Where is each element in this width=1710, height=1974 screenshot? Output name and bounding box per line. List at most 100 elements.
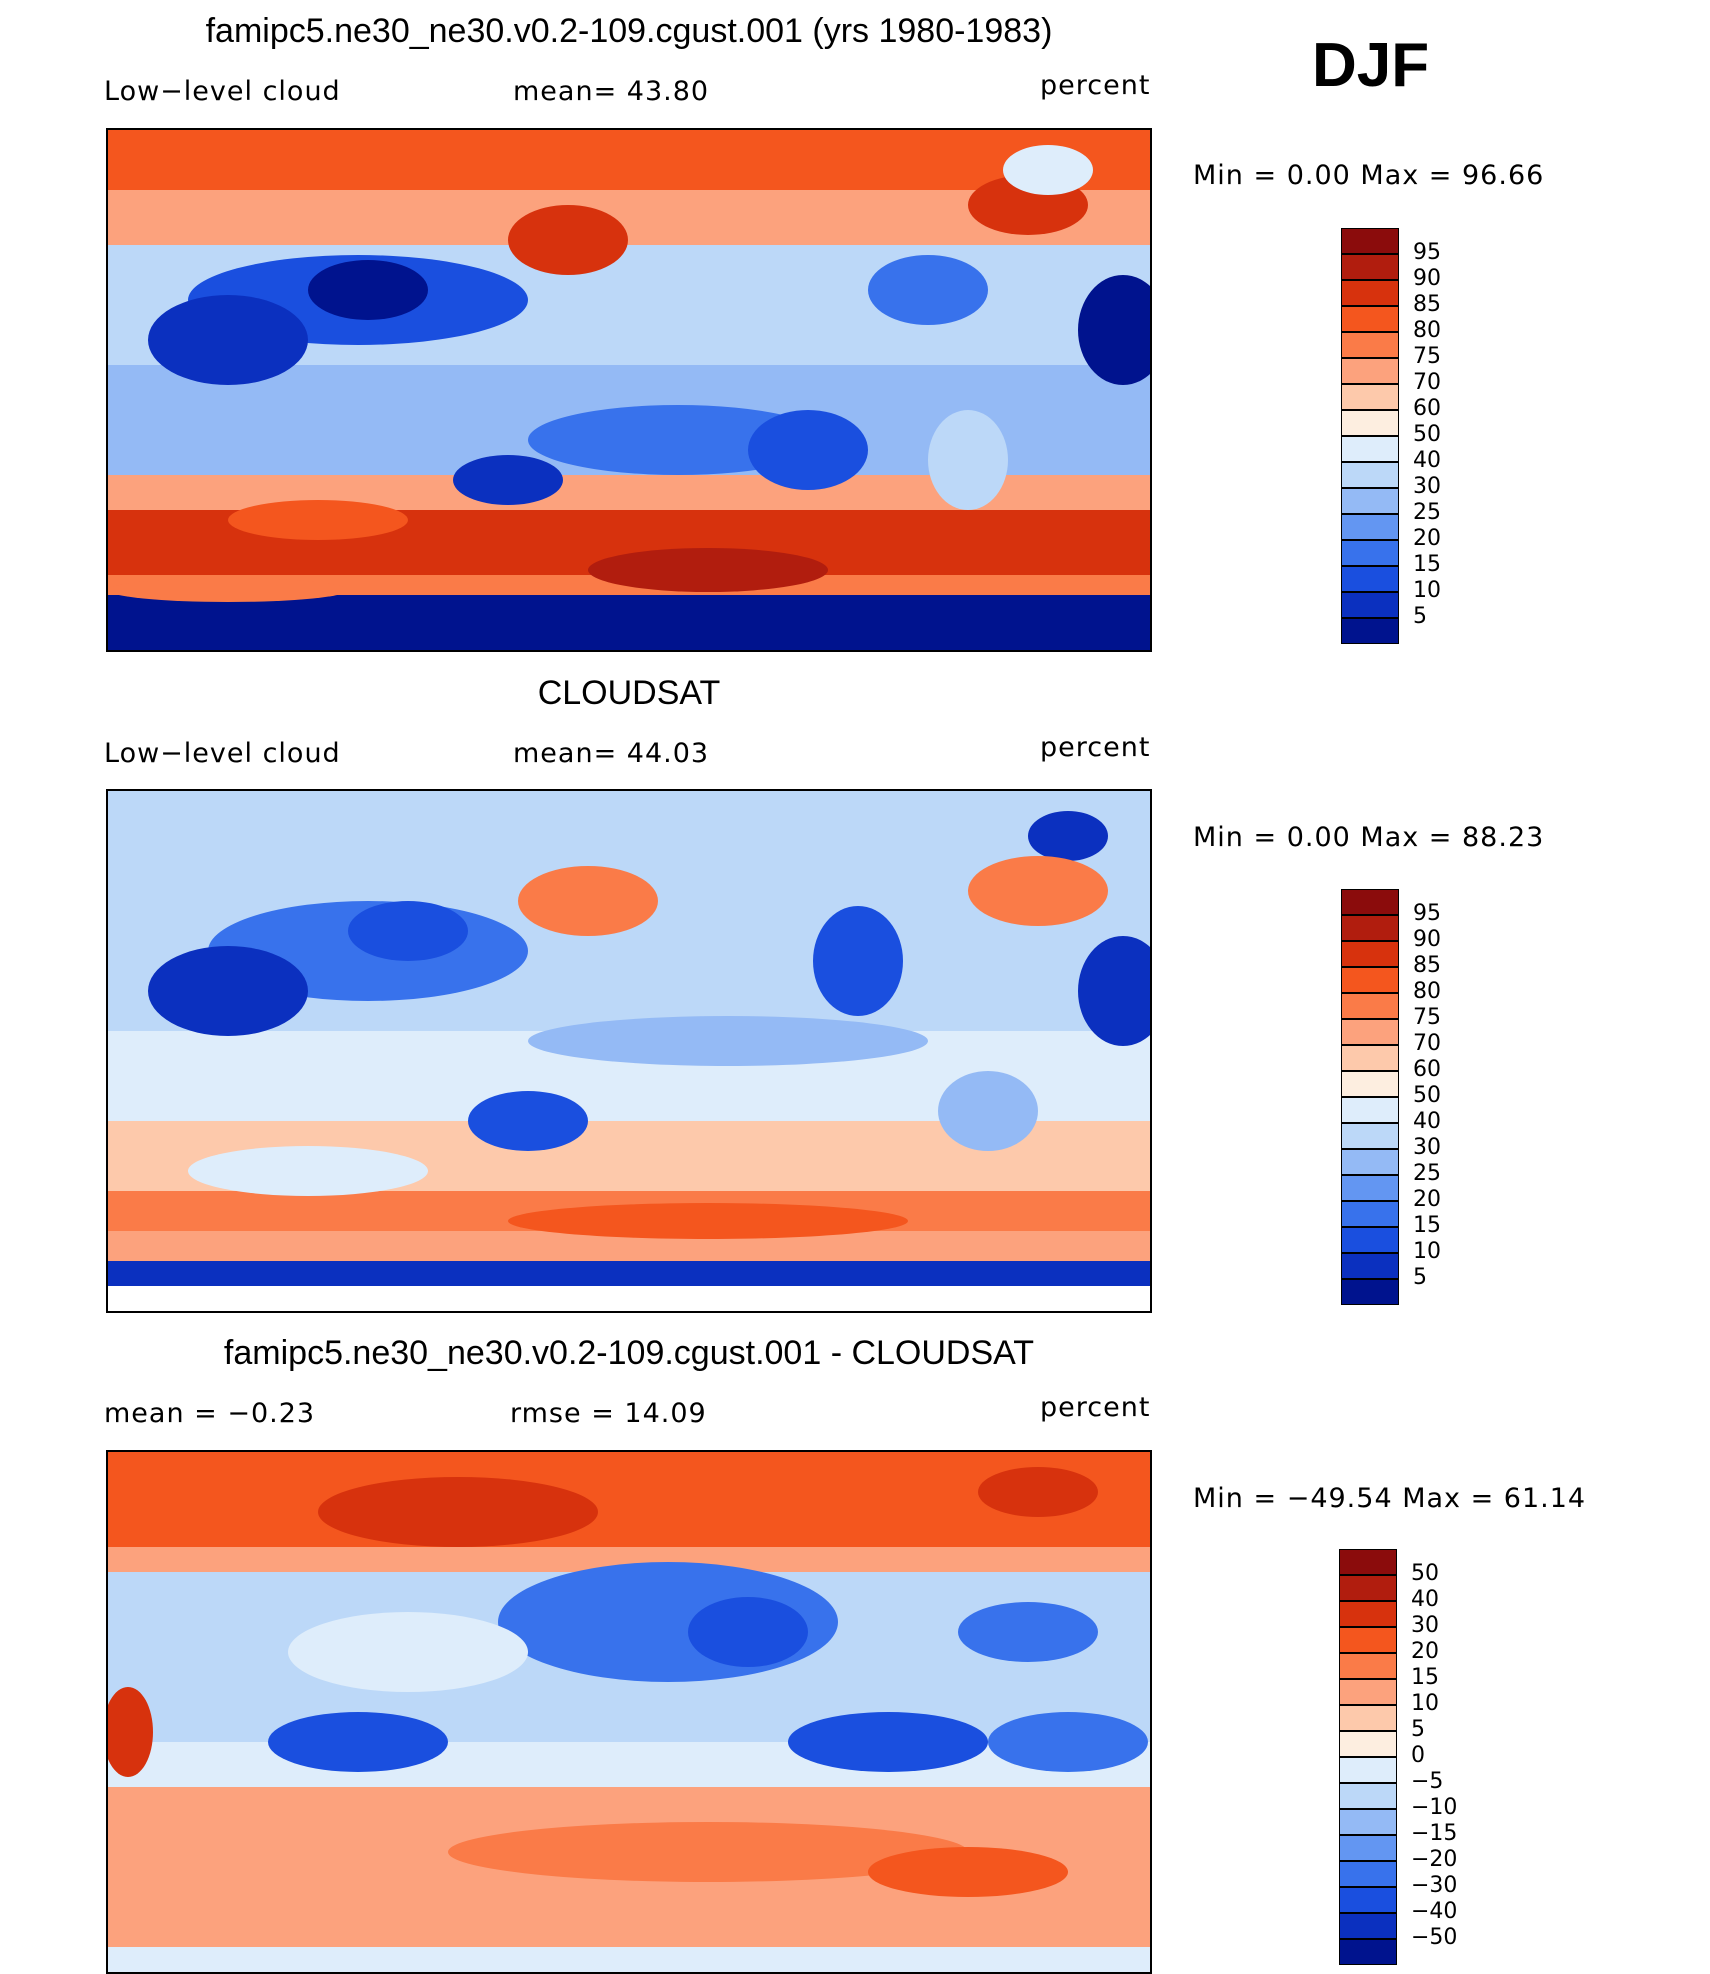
colorbar-swatch (1341, 410, 1399, 436)
colorbar-label: 80 (1413, 318, 1441, 343)
colorbar-swatch (1339, 1627, 1397, 1653)
colorbar-swatch (1341, 358, 1399, 384)
units-label: percent (1040, 1392, 1151, 1423)
colorbar-swatch (1341, 514, 1399, 540)
colorbar-label: 85 (1413, 953, 1441, 978)
colorbar-swatch (1341, 889, 1399, 915)
colorbar-swatch (1339, 1731, 1397, 1757)
colorbar-label: 30 (1411, 1613, 1439, 1638)
colorbar-swatch (1339, 1679, 1397, 1705)
season-label: DJF (1312, 31, 1430, 100)
colorbar-label: −20 (1411, 1847, 1458, 1872)
mean-label: mean= 44.03 (513, 738, 710, 769)
colorbar-swatch (1339, 1835, 1397, 1861)
colorbar-label: 60 (1413, 396, 1441, 421)
colorbar-swatch (1339, 1939, 1397, 1965)
colorbar-swatch (1339, 1757, 1397, 1783)
colorbar-label: 60 (1413, 1057, 1441, 1082)
units-label: percent (1040, 70, 1151, 101)
colorbar-label: 15 (1413, 552, 1441, 577)
colorbar-label: 75 (1413, 1005, 1441, 1030)
colorbar-swatch (1341, 254, 1399, 280)
colorbar-swatch (1341, 488, 1399, 514)
min-max-label: Min = −49.54 Max = 61.14 (1193, 1483, 1587, 1514)
colorbar-label: 5 (1413, 604, 1427, 629)
colorbar-label: 25 (1413, 500, 1441, 525)
colorbar-label: 75 (1413, 344, 1441, 369)
colorbar-swatch (1341, 384, 1399, 410)
colorbar-swatch (1339, 1575, 1397, 1601)
colorbar-label: −15 (1411, 1821, 1458, 1846)
colorbar-label: 80 (1413, 979, 1441, 1004)
colorbar-label: 70 (1413, 370, 1441, 395)
colorbar-swatch (1339, 1783, 1397, 1809)
colorbar-swatch (1341, 1201, 1399, 1227)
colorbar-swatch (1339, 1653, 1397, 1679)
colorbar-label: 15 (1411, 1665, 1439, 1690)
colorbar-swatch (1339, 1705, 1397, 1731)
colorbar-label: 40 (1411, 1587, 1439, 1612)
rmse-label: rmse = 14.09 (510, 1398, 707, 1429)
colorbar-swatch (1341, 1175, 1399, 1201)
colorbar-swatch (1341, 941, 1399, 967)
colorbar-swatch (1339, 1913, 1397, 1939)
colorbar-label: 10 (1413, 578, 1441, 603)
colorbar-swatch (1341, 1071, 1399, 1097)
min-max-label: Min = 0.00 Max = 88.23 (1193, 822, 1545, 853)
colorbar-swatch (1341, 228, 1399, 254)
colorbar-label: 10 (1413, 1239, 1441, 1264)
colorbar-label: 5 (1411, 1717, 1425, 1742)
colorbar-label: 90 (1413, 266, 1441, 291)
colorbar-swatch (1341, 436, 1399, 462)
colorbar-swatch (1341, 1253, 1399, 1279)
colorbar-label: 90 (1413, 927, 1441, 952)
colorbar-swatch (1341, 1149, 1399, 1175)
colorbar-swatch (1341, 332, 1399, 358)
colorbar-label: 85 (1413, 292, 1441, 317)
colorbar-swatch (1339, 1601, 1397, 1627)
colorbar-swatch (1341, 280, 1399, 306)
colorbar-swatch (1341, 1279, 1399, 1305)
colorbar-label: 50 (1411, 1561, 1439, 1586)
colorbar-label: −50 (1411, 1925, 1458, 1950)
panel-title: famipc5.ne30_ne30.v0.2-109.cgust.001 (yr… (205, 12, 1053, 50)
colorbar-swatch (1341, 1227, 1399, 1253)
panel-title: CLOUDSAT (537, 674, 721, 712)
colorbar-label: 70 (1413, 1031, 1441, 1056)
colorbar-swatch (1341, 1045, 1399, 1071)
colorbar-label: 10 (1411, 1691, 1439, 1716)
colorbar-label: 40 (1413, 1109, 1441, 1134)
colorbar-swatch (1339, 1809, 1397, 1835)
colorbar-swatch (1341, 306, 1399, 332)
colorbar-swatch (1339, 1549, 1397, 1575)
colorbar-label: −10 (1411, 1795, 1458, 1820)
mean-label: mean = −0.23 (104, 1398, 316, 1429)
mean-label: mean= 43.80 (513, 76, 710, 107)
colorbar-swatch (1341, 540, 1399, 566)
colorbar-label: 20 (1411, 1639, 1439, 1664)
colorbar-label: 95 (1413, 240, 1441, 265)
colorbar-swatch (1341, 915, 1399, 941)
colorbar-label: 40 (1413, 448, 1441, 473)
colorbar-label: 50 (1413, 422, 1441, 447)
colorbar-swatch (1339, 1887, 1397, 1913)
colorbar-swatch (1341, 1097, 1399, 1123)
colorbar-swatch (1341, 993, 1399, 1019)
variable-label: Low−level cloud (104, 738, 341, 769)
colorbar-swatch (1341, 1123, 1399, 1149)
colorbar-label: 0 (1411, 1743, 1425, 1768)
colorbar-swatch (1341, 462, 1399, 488)
colorbar-label: 5 (1413, 1265, 1427, 1290)
panel-title: famipc5.ne30_ne30.v0.2-109.cgust.001 - C… (223, 1334, 1035, 1372)
colorbar-swatch (1341, 618, 1399, 644)
colorbar-label: 95 (1413, 901, 1441, 926)
colorbar-label: 50 (1413, 1083, 1441, 1108)
colorbar-swatch (1341, 967, 1399, 993)
colorbar-label: 15 (1413, 1213, 1441, 1238)
units-label: percent (1040, 732, 1151, 763)
colorbar-label: 20 (1413, 1187, 1441, 1212)
colorbar-label: 20 (1413, 526, 1441, 551)
colorbar-label: 30 (1413, 1135, 1441, 1160)
colorbar-label: −30 (1411, 1873, 1458, 1898)
colorbar-label: 30 (1413, 474, 1441, 499)
